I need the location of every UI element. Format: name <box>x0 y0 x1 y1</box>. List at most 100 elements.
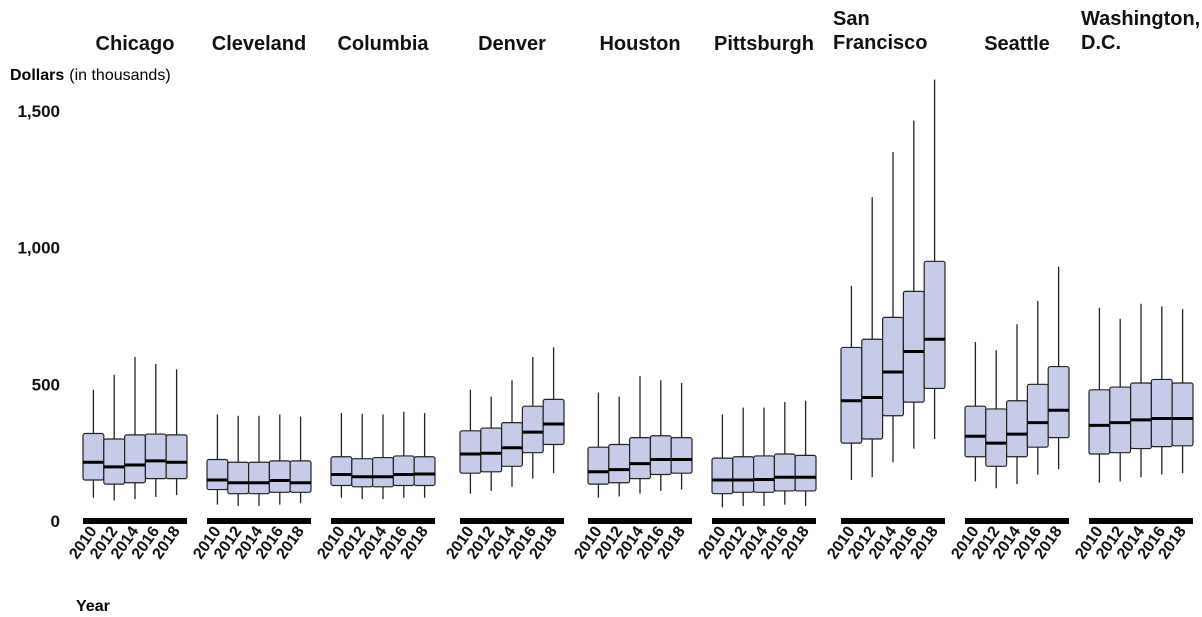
box-2012 <box>732 407 755 506</box>
iqr-box <box>289 460 312 493</box>
box-2018 <box>542 347 565 474</box>
panel-title: Chicago <box>96 33 175 55</box>
box-2016 <box>1026 300 1049 475</box>
iqr-box <box>480 427 503 473</box>
box-2012 <box>103 374 126 501</box>
panels: Chicago20102012201420162018Cleveland2010… <box>66 8 1200 562</box>
panel-title-line: D.C. <box>1081 32 1121 54</box>
panel-title-line: Francisco <box>833 32 927 54</box>
iqr-box <box>227 461 250 495</box>
box-2010 <box>964 341 987 482</box>
box-2012 <box>861 197 884 478</box>
panel-baseline <box>207 518 311 524</box>
y-axis-title-unit: (in thousands) <box>69 67 170 84</box>
box-2016 <box>902 120 925 449</box>
box-2014 <box>248 415 271 506</box>
box-2018 <box>289 416 312 504</box>
box-2016 <box>268 414 291 505</box>
iqr-box <box>985 408 1008 467</box>
iqr-box <box>923 260 946 390</box>
iqr-box <box>1088 389 1111 455</box>
panel-baseline <box>460 518 564 524</box>
iqr-box <box>103 438 126 485</box>
iqr-box <box>773 453 796 492</box>
iqr-box <box>521 405 544 454</box>
panel-baseline <box>83 518 187 524</box>
iqr-box <box>1047 365 1070 439</box>
y-axis-title-main: Dollars <box>10 67 64 84</box>
box-2014 <box>752 407 775 506</box>
box-2010 <box>711 414 734 508</box>
iqr-box <box>82 432 105 481</box>
iqr-box <box>372 456 395 488</box>
y-tick-label: 0 <box>51 512 60 531</box>
panel-baseline <box>712 518 816 524</box>
panel-title: Columbia <box>337 33 429 55</box>
iqr-box <box>964 405 987 458</box>
panel-baseline <box>841 518 945 524</box>
box-2018 <box>1047 266 1070 470</box>
iqr-box <box>881 316 904 417</box>
iqr-box <box>542 398 565 446</box>
box-2016 <box>144 363 167 497</box>
y-tick-label: 1,500 <box>17 102 60 121</box>
iqr-box <box>1026 383 1049 448</box>
box-2014 <box>1005 324 1028 485</box>
box-2012 <box>1109 318 1132 482</box>
iqr-box <box>1150 378 1173 448</box>
iqr-box <box>840 346 863 444</box>
iqr-box <box>628 437 651 480</box>
box-2018 <box>794 400 817 506</box>
iqr-box <box>1171 382 1194 447</box>
iqr-box <box>144 433 167 480</box>
panel-baseline <box>588 518 692 524</box>
iqr-box <box>351 458 374 488</box>
box-2012 <box>227 415 250 506</box>
panel-baseline <box>1089 518 1193 524</box>
iqr-box <box>711 457 734 495</box>
box-2016 <box>392 411 415 498</box>
iqr-box <box>392 455 415 487</box>
iqr-box <box>1005 400 1028 458</box>
iqr-box <box>330 456 353 487</box>
box-2018 <box>923 79 946 439</box>
panel-title: Seattle <box>984 33 1050 55</box>
iqr-box <box>1109 386 1132 454</box>
iqr-box <box>248 461 271 495</box>
box-2014 <box>372 414 395 500</box>
iqr-box <box>649 435 672 476</box>
iqr-box <box>165 434 188 480</box>
iqr-box <box>268 460 291 493</box>
iqr-box <box>608 443 631 484</box>
box-2010 <box>330 413 353 498</box>
iqr-box <box>902 290 925 403</box>
panel-title-line: San <box>833 8 870 30</box>
box-2014 <box>501 380 524 487</box>
box-2014 <box>628 376 651 494</box>
iqr-box <box>752 455 775 493</box>
box-2010 <box>840 285 863 480</box>
x-axis-title: Year <box>76 598 110 615</box>
box-2016 <box>521 357 544 479</box>
iqr-box <box>501 422 524 467</box>
box-2012 <box>480 396 503 491</box>
panel-baseline <box>965 518 1069 524</box>
box-2014 <box>123 357 146 500</box>
y-tick-label: 1,000 <box>17 239 60 258</box>
box-2016 <box>1150 306 1173 475</box>
box-2016 <box>649 380 672 491</box>
iqr-box <box>413 456 436 487</box>
box-2016 <box>773 402 796 505</box>
panel-title-line: Washington, <box>1081 8 1200 30</box>
iqr-box <box>1129 382 1152 450</box>
